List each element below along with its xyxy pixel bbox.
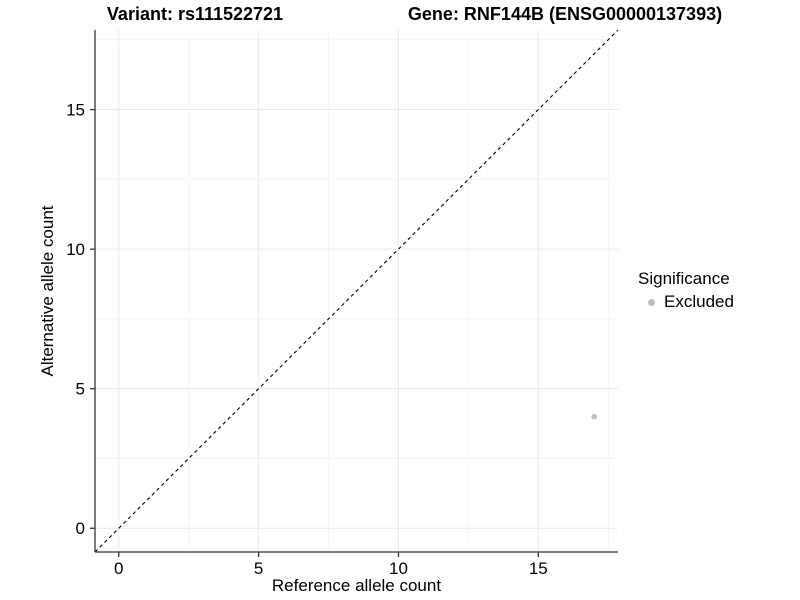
- data-point: [591, 413, 598, 420]
- y-tick-label: 5: [76, 380, 85, 399]
- legend-entry-excluded: Excluded: [638, 292, 734, 312]
- x-axis-title: Reference allele count: [271, 576, 442, 595]
- legend-point-icon: [647, 299, 655, 307]
- identity-line: [94, 29, 619, 553]
- legend-entry-label: Excluded: [664, 292, 734, 311]
- axis-ticks: 0 5 10 15 0 5 10 15: [66, 101, 548, 578]
- plot-title-gene: Gene: RNF144B (ENSG00000137393): [407, 4, 723, 24]
- plot-title-variant: Variant: rs111522721: [106, 4, 284, 24]
- axis-lines: [94, 30, 618, 553]
- data-points: [591, 413, 598, 420]
- y-axis-title: Alternative allele count: [38, 205, 57, 377]
- legend-title: Significance: [638, 269, 730, 288]
- grid-minor: [95, 30, 618, 552]
- y-tick-label: 15: [66, 101, 85, 120]
- legend: Significance Excluded: [638, 269, 734, 312]
- x-tick-label: 5: [254, 559, 263, 578]
- y-tick-label: 10: [66, 240, 85, 259]
- x-tick-label: 10: [389, 559, 408, 578]
- y-tick-label: 0: [76, 519, 85, 538]
- x-tick-label: 15: [529, 559, 548, 578]
- grid-major: [95, 30, 618, 552]
- x-tick-label: 0: [114, 559, 123, 578]
- legend-key: [638, 292, 664, 312]
